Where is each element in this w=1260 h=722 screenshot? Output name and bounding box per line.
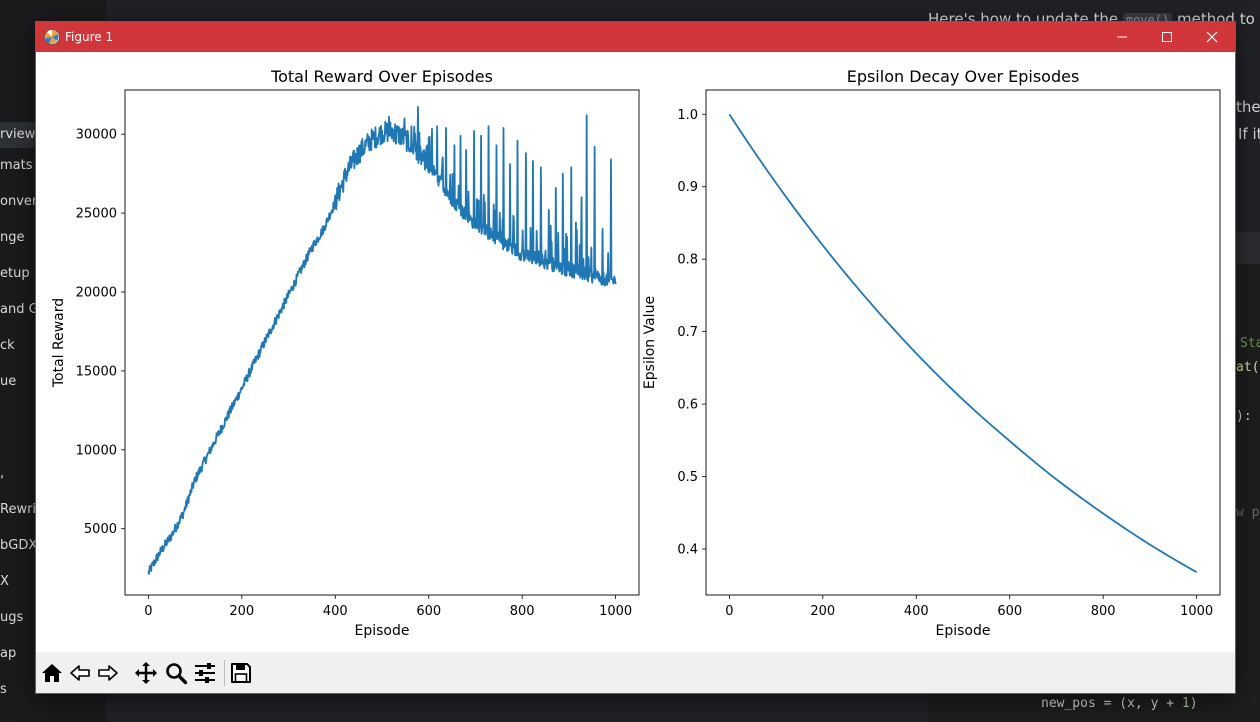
y-tick-label: 5000: [84, 522, 117, 537]
minimize-icon: [1117, 36, 1127, 38]
background-sidebar-item: nge: [0, 230, 25, 245]
background-code-text-end: ): [1189, 696, 1198, 711]
matplotlib-app-icon: [44, 29, 60, 45]
background-sidebar-item: ap: [0, 646, 17, 661]
x-tick-label: 200: [229, 604, 254, 619]
home-button[interactable]: [37, 658, 67, 688]
y-tick-label: 15000: [76, 364, 117, 379]
back-button[interactable]: [65, 658, 95, 688]
y-tick-label: 0.9: [677, 180, 698, 195]
x-tick-label: 400: [904, 604, 929, 619]
background-code-number: 1: [1181, 696, 1190, 711]
title-bar[interactable]: Figure 1: [36, 22, 1235, 52]
background-sidebar-item: onver: [0, 194, 38, 209]
y-tick-label: 0.7: [677, 325, 698, 340]
y-tick-label: 30000: [76, 128, 117, 143]
x-axis-label: Episode: [936, 623, 991, 639]
x-tick-label: 1000: [1180, 604, 1213, 619]
navigation-toolbar: [36, 652, 1235, 693]
figure-canvas[interactable]: Total Reward Over Episodes 0 200 400 600 800 1…: [36, 52, 1235, 652]
zoom-button[interactable]: [161, 658, 191, 688]
y-tick-label: 0.8: [677, 253, 698, 268]
forward-button[interactable]: [93, 658, 123, 688]
pan-button[interactable]: [131, 658, 161, 688]
chart-title: Total Reward Over Episodes: [270, 67, 493, 86]
x-tick-label: 1000: [599, 604, 632, 619]
x-tick-label: 600: [997, 604, 1022, 619]
home-icon: [42, 664, 62, 682]
minimize-button[interactable]: [1100, 22, 1145, 52]
y-tick-label: 0.5: [677, 470, 698, 485]
background-right-text-2: If it: [1238, 125, 1260, 143]
y-tick-label: 20000: [76, 286, 117, 301]
back-arrow-icon: [70, 665, 90, 681]
x-tick-label: 600: [416, 604, 441, 619]
configure-subplots-icon: [195, 663, 215, 683]
figure-window: Figure 1 Total Reward Over Episodes 0 200 4…: [35, 21, 1236, 694]
maximize-icon: [1162, 32, 1172, 42]
forward-arrow-icon: [98, 665, 118, 681]
background-sidebar-item: ck: [0, 338, 15, 353]
background-sidebar-item: etup: [0, 266, 30, 281]
background-sidebar-item: mats: [0, 158, 33, 173]
background-sidebar-item: ue: [0, 374, 17, 389]
x-tick-label: 0: [725, 604, 733, 619]
chart-title: Epsilon Decay Over Episodes: [847, 67, 1080, 86]
save-icon: [231, 663, 251, 683]
background-bottom-code: new_pos = (x, y + 1): [1041, 696, 1198, 711]
axes-frame: [705, 89, 1221, 596]
background-sidebar-item: and G: [0, 302, 39, 317]
pan-icon: [135, 662, 157, 684]
x-tick-label: 0: [144, 604, 152, 619]
save-button[interactable]: [226, 658, 256, 688]
background-sidebar-item: ,: [0, 466, 5, 481]
x-axis-label: Episode: [355, 623, 410, 639]
background-sidebar-item: s: [0, 682, 7, 697]
background-code-fragment-1: Sta: [1240, 336, 1260, 351]
background-right-text-1: the: [1236, 98, 1260, 116]
background-sidebar-item: bGDX: [0, 538, 38, 553]
figure-svg: Total Reward Over Episodes 0 200 400 600 800 1…: [51, 67, 1221, 639]
axes-frame: [124, 89, 640, 596]
background-code-header: [1236, 232, 1260, 266]
series-line: [728, 113, 1198, 573]
x-tick-label: 400: [323, 604, 348, 619]
y-tick-label: 0.6: [677, 398, 698, 413]
x-tick-label: 800: [1091, 604, 1116, 619]
y-axis-label: Epsilon Value: [642, 296, 658, 389]
configure-subplots-button[interactable]: [190, 658, 220, 688]
maximize-button[interactable]: [1145, 22, 1190, 52]
y-tick-label: 10000: [76, 443, 117, 458]
background-code-text: new_pos = (x, y +: [1041, 696, 1182, 711]
x-tick-label: 800: [510, 604, 535, 619]
background-code-fragment-4: w po: [1236, 505, 1260, 520]
background-code-fragment-2: at(: [1236, 360, 1260, 375]
toolbar-separator: [224, 660, 225, 686]
series-line: [147, 106, 617, 575]
y-tick-label: 0.4: [677, 542, 698, 557]
window-title: Figure 1: [65, 30, 114, 44]
background-code-fragment-3: ):: [1236, 409, 1252, 424]
y-tick-label: 25000: [76, 207, 117, 222]
y-tick-label: 1.0: [677, 108, 698, 123]
x-tick-label: 200: [810, 604, 835, 619]
background-sidebar-item: ugs: [0, 610, 24, 625]
background-sidebar-item: X: [0, 574, 9, 589]
y-axis-label: Total Reward: [51, 298, 67, 388]
zoom-icon: [166, 663, 188, 685]
close-button[interactable]: [1190, 22, 1235, 52]
close-icon: [1206, 31, 1218, 43]
